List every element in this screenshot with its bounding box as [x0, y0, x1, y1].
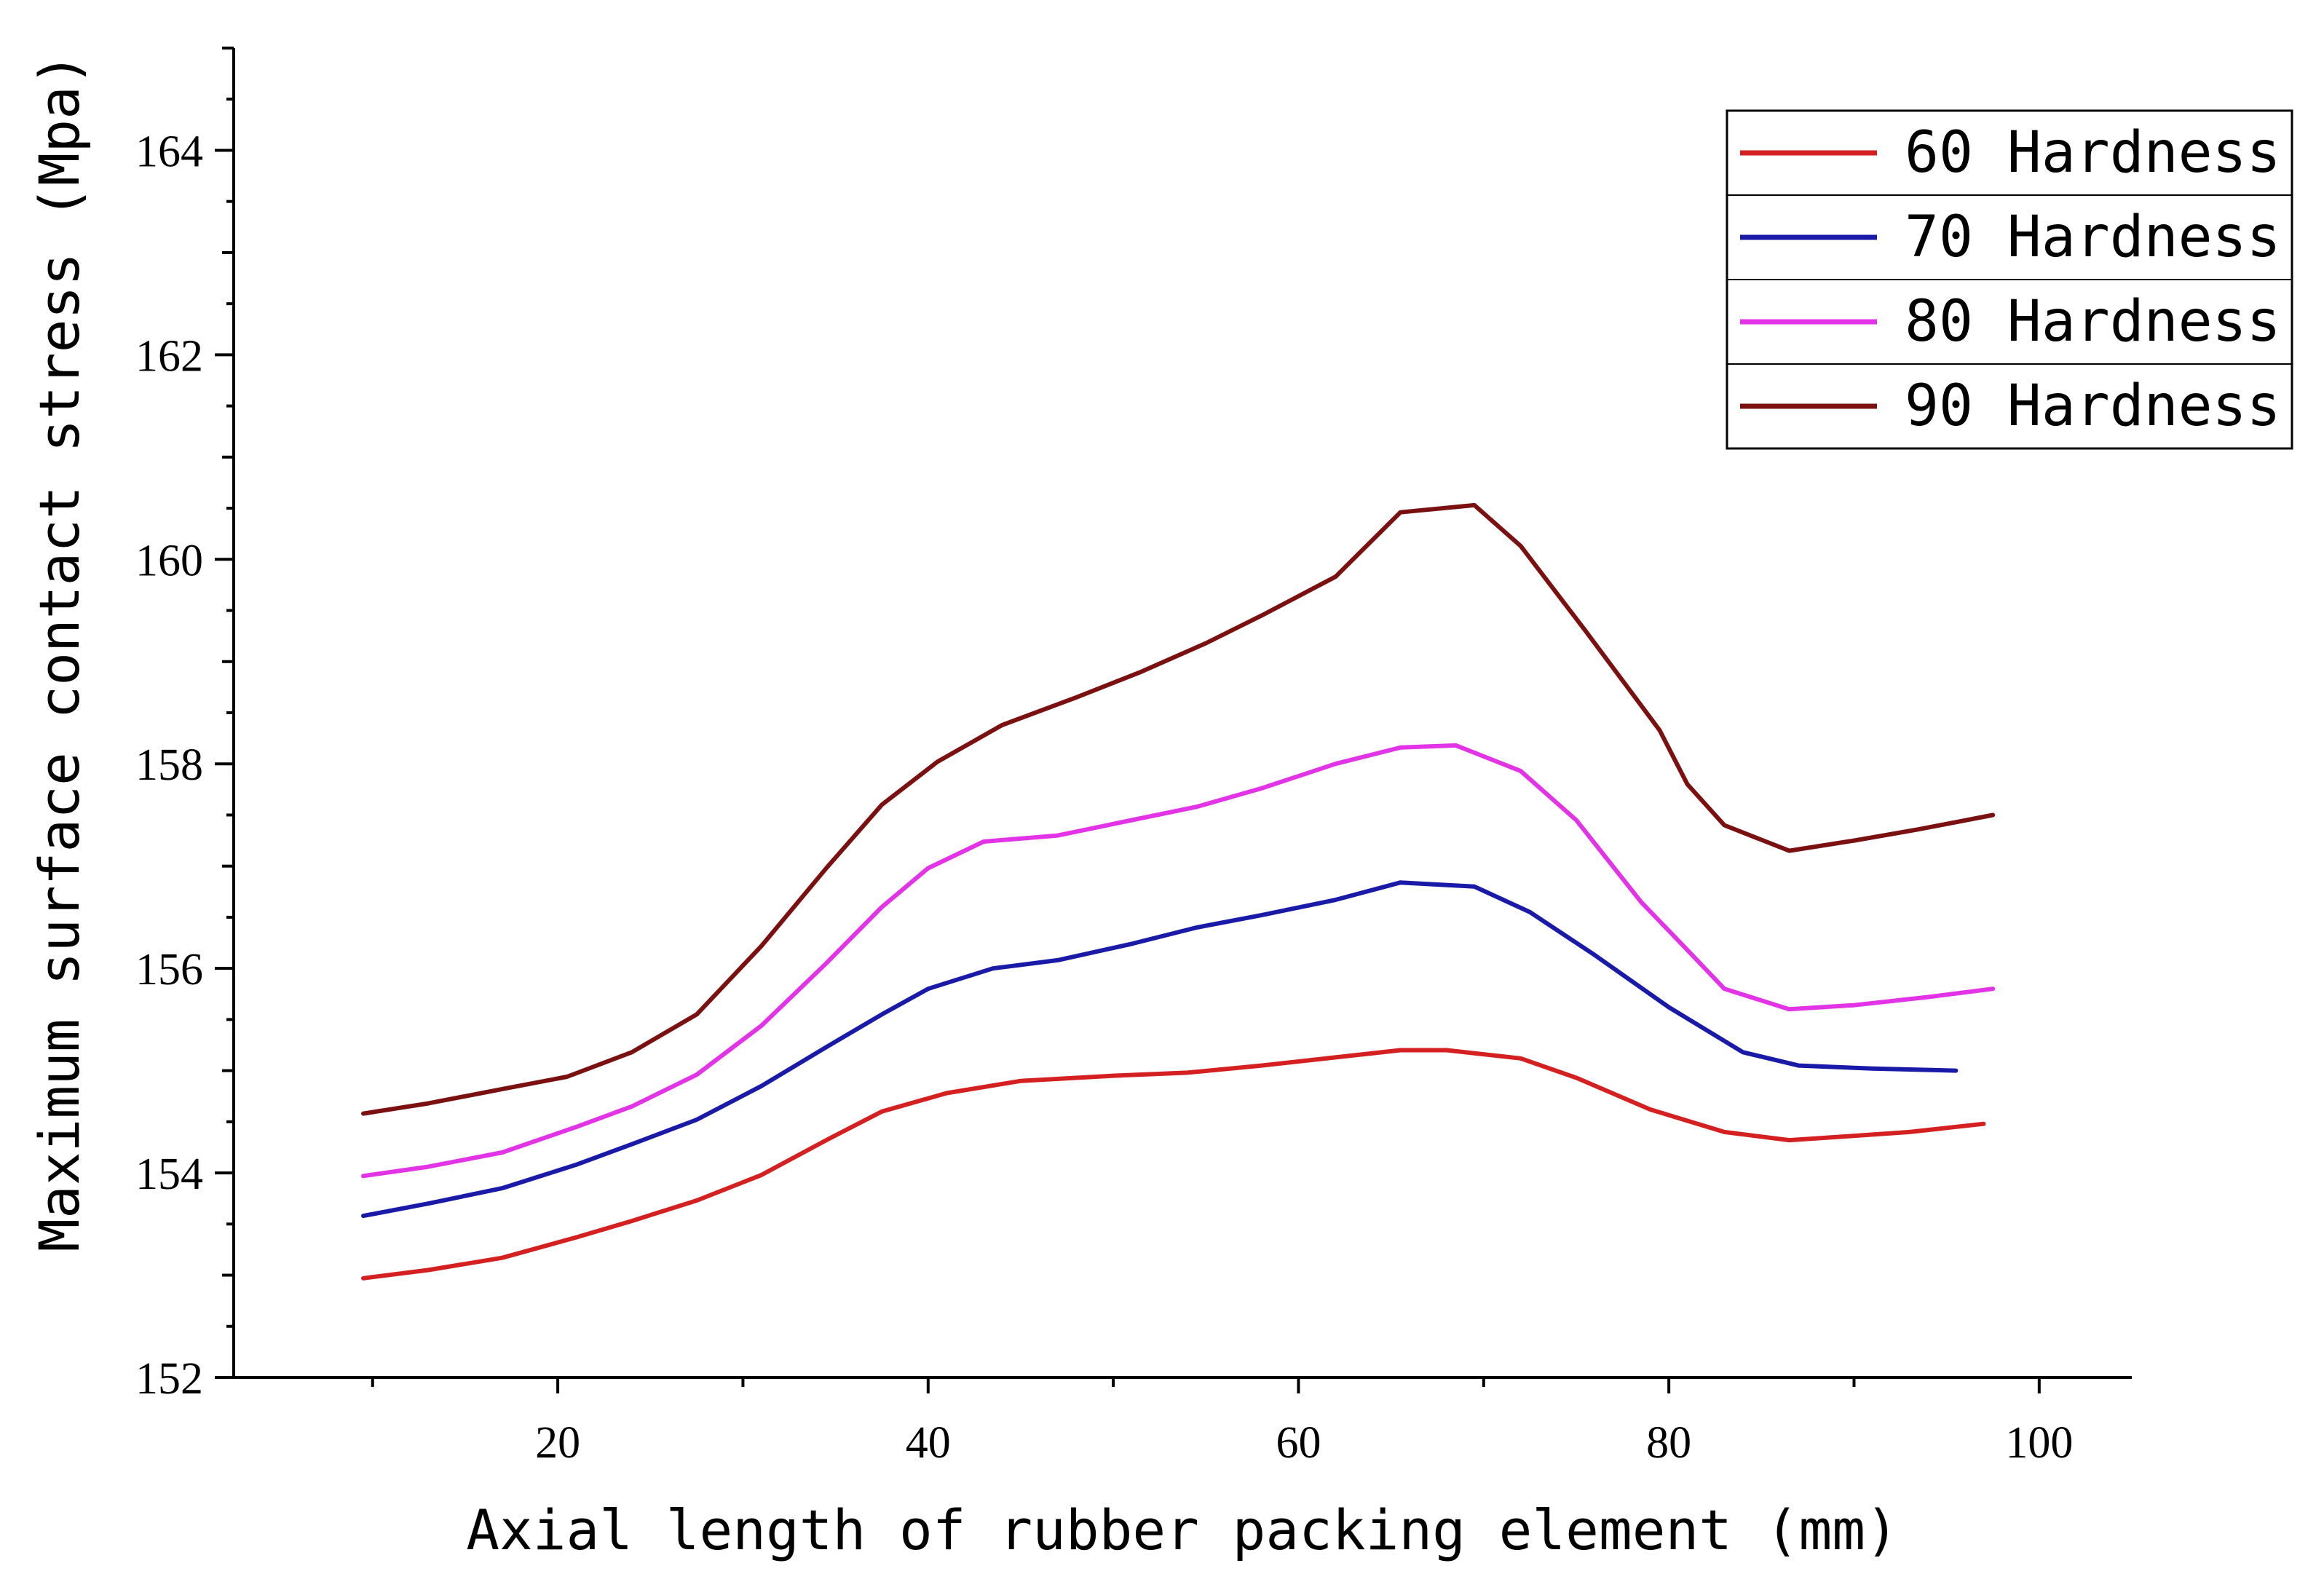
series-line-60-hardness	[361, 1048, 1986, 1281]
legend-label: 90 Hardness	[1905, 373, 2281, 439]
series-line-70-hardness	[361, 880, 1959, 1219]
x-axis-title: Axial length of rubber packing element (…	[466, 1498, 1899, 1562]
legend-label: 80 Hardness	[1905, 289, 2281, 355]
y-tick-label: 160	[135, 536, 203, 585]
y-tick-labels: 152 154 156 158 160 162 164	[135, 127, 203, 1404]
x-tick-label: 20	[535, 1418, 580, 1468]
series-line-80-hardness	[361, 743, 1996, 1179]
y-ticks	[215, 47, 234, 1379]
x-tick-label: 100	[2005, 1418, 2073, 1468]
y-tick-label: 158	[135, 740, 203, 790]
y-tick-label: 154	[135, 1150, 203, 1199]
legend-label: 60 Hardness	[1905, 120, 2281, 186]
legend-label: 70 Hardness	[1905, 205, 2281, 270]
y-tick-label: 156	[135, 945, 203, 994]
x-tick-label: 40	[906, 1418, 951, 1468]
x-ticks	[371, 1377, 2041, 1393]
y-tick-label: 162	[135, 331, 203, 381]
legend: 60 Hardness 70 Hardness 80 Hardness 90 Hard…	[1726, 109, 2293, 450]
series-lines	[361, 502, 1996, 1281]
y-tick-label: 152	[135, 1354, 203, 1404]
series-line-90-hardness	[361, 502, 1996, 1116]
y-tick-label: 164	[135, 127, 203, 176]
x-tick-labels: 20 40 60 80 100	[535, 1418, 2073, 1468]
x-tick-label: 80	[1646, 1418, 1691, 1468]
x-tick-label: 60	[1276, 1418, 1321, 1468]
y-axis-title: Maximum surface contact stress (Mpa)	[27, 52, 92, 1251]
